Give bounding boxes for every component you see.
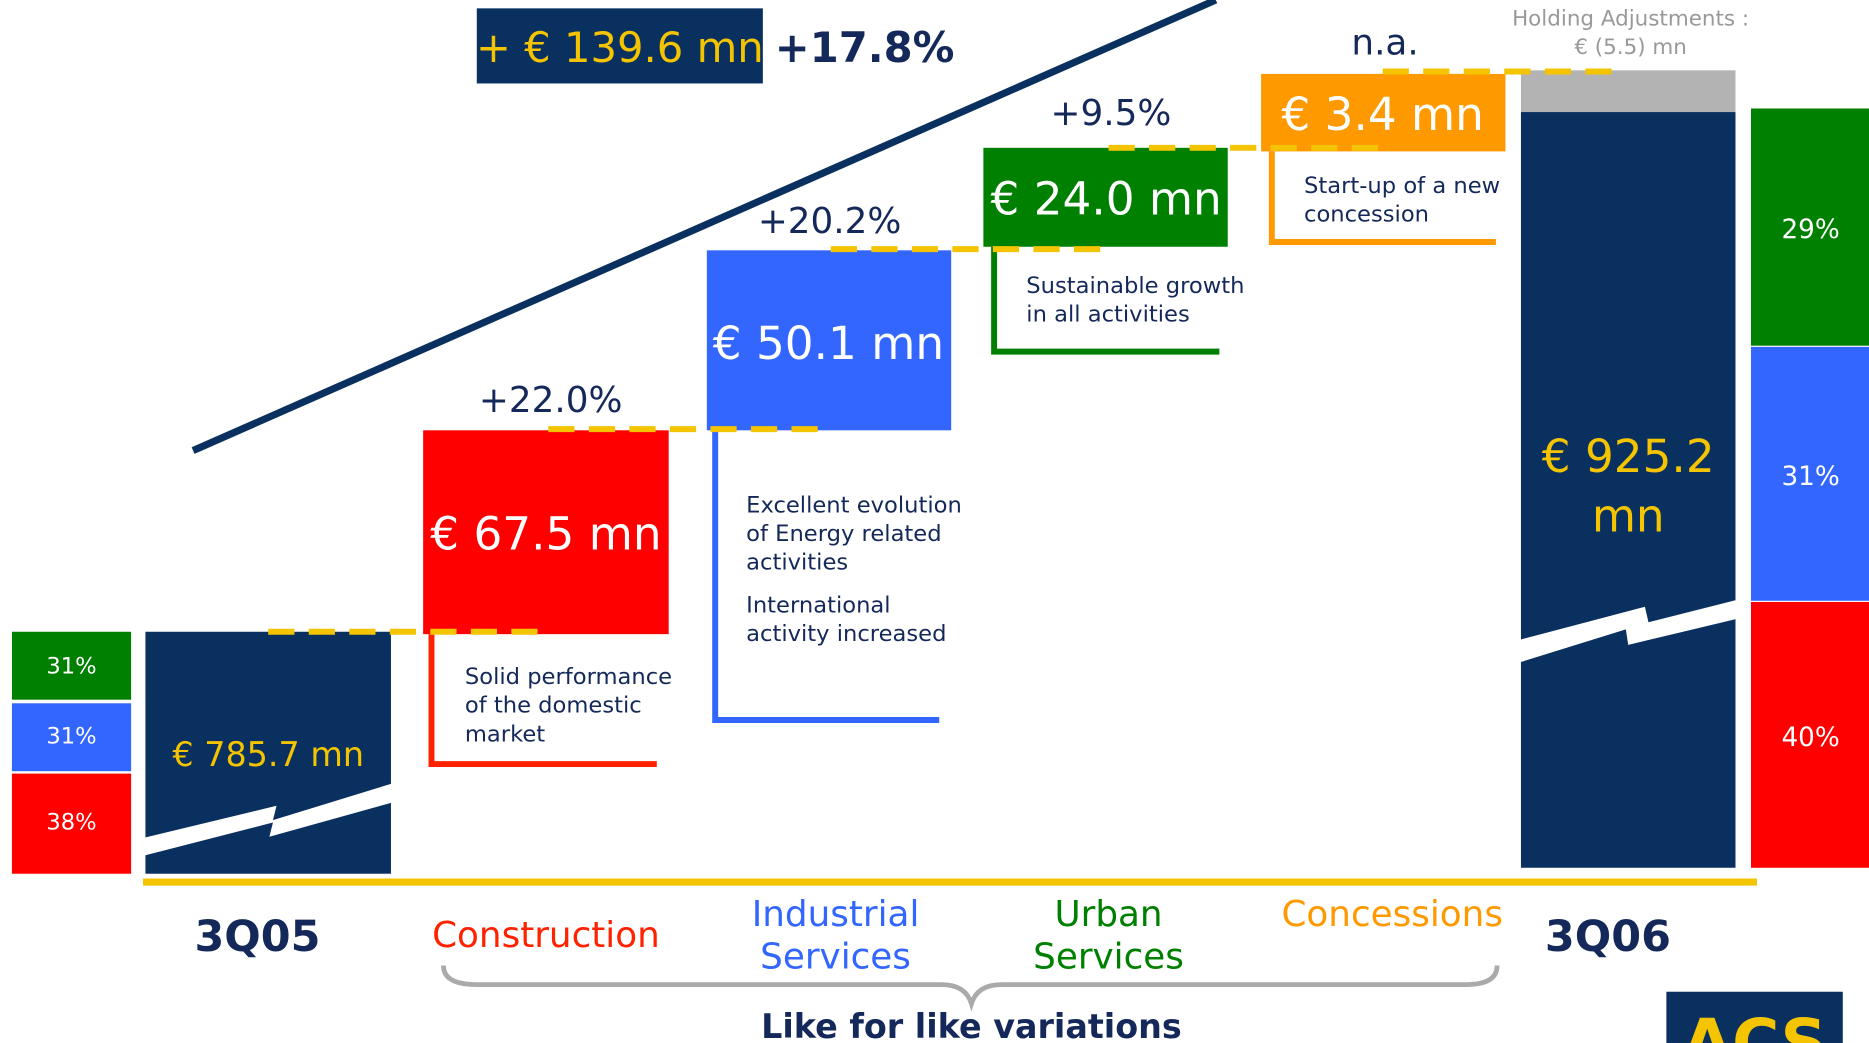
mix-label: 40%	[1781, 723, 1839, 753]
note: activity increased	[746, 621, 946, 647]
industrial-bar	[706, 250, 952, 431]
category-label: Construction	[432, 915, 660, 956]
period-label: 3Q06	[1545, 912, 1671, 962]
note-bracket	[712, 430, 940, 723]
mix-segment	[11, 703, 132, 772]
note: Solid performance	[465, 664, 672, 690]
step-growth: +20.2%	[758, 201, 902, 242]
holding-label: Holding Adjustments :	[1512, 7, 1749, 32]
trend-line	[191, 0, 1218, 454]
construction-bar	[423, 430, 669, 635]
concessions-bar	[1261, 73, 1506, 152]
note-bracket	[991, 246, 1220, 355]
note: of the domestic	[465, 693, 642, 719]
category-label: Services	[1033, 937, 1184, 978]
note: Excellent evolution	[746, 492, 962, 518]
axis-break	[143, 783, 394, 856]
total-amount: + € 139.6 mn	[476, 23, 764, 72]
step-growth: +9.5%	[1051, 93, 1172, 134]
note: concession	[1304, 202, 1429, 228]
note: of Energy related	[746, 521, 941, 547]
end-bar	[1520, 112, 1736, 868]
total-box	[476, 8, 763, 84]
note: Start-up of a new	[1304, 173, 1500, 199]
mix-segment	[1750, 601, 1869, 868]
mix-segment	[1750, 108, 1869, 346]
note-bracket	[428, 634, 657, 768]
end-value: mn	[1592, 490, 1665, 543]
note: market	[465, 721, 545, 747]
step-value: € 50.1 mn	[713, 317, 944, 370]
total-percent: +17.8%	[775, 23, 955, 72]
brace	[441, 965, 1500, 1012]
start-value: € 785.7 mn	[172, 735, 364, 774]
end-value: € 925.2	[1542, 430, 1715, 483]
step-value: € 67.5 mn	[430, 508, 661, 561]
note: Sustainable growth	[1026, 273, 1244, 299]
note: International	[746, 593, 890, 619]
holding-bar	[1520, 70, 1736, 113]
mix-segment	[11, 773, 132, 874]
mix-segment	[1750, 346, 1869, 601]
urban-bar	[983, 147, 1228, 247]
holding-label: € (5.5) mn	[1574, 35, 1687, 60]
mix-label: 31%	[46, 653, 96, 679]
mix-label: 29%	[1781, 215, 1839, 245]
step-value: € 24.0 mn	[991, 173, 1222, 226]
category-label: Industrial	[752, 894, 920, 935]
step-value: € 3.4 mn	[1281, 88, 1483, 141]
mix-label: 31%	[1781, 462, 1839, 492]
brace-label: Like for like variations	[761, 1007, 1182, 1043]
step-growth: n.a.	[1351, 22, 1418, 63]
note-bracket	[1268, 151, 1496, 245]
logo: ACS	[1682, 1005, 1827, 1043]
note: activities	[746, 550, 848, 576]
category-label: Urban	[1054, 894, 1162, 935]
category-label: Concessions	[1281, 894, 1502, 935]
step-growth: +22.0%	[479, 380, 623, 421]
note: in all activities	[1026, 302, 1189, 328]
mix-segment	[11, 631, 132, 700]
mix-label: 38%	[46, 809, 96, 835]
logo-box	[1666, 991, 1843, 1043]
period-label: 3Q05	[194, 912, 320, 962]
category-label: Services	[760, 937, 911, 978]
mix-label: 31%	[46, 724, 96, 750]
axis-break	[1518, 599, 1738, 663]
